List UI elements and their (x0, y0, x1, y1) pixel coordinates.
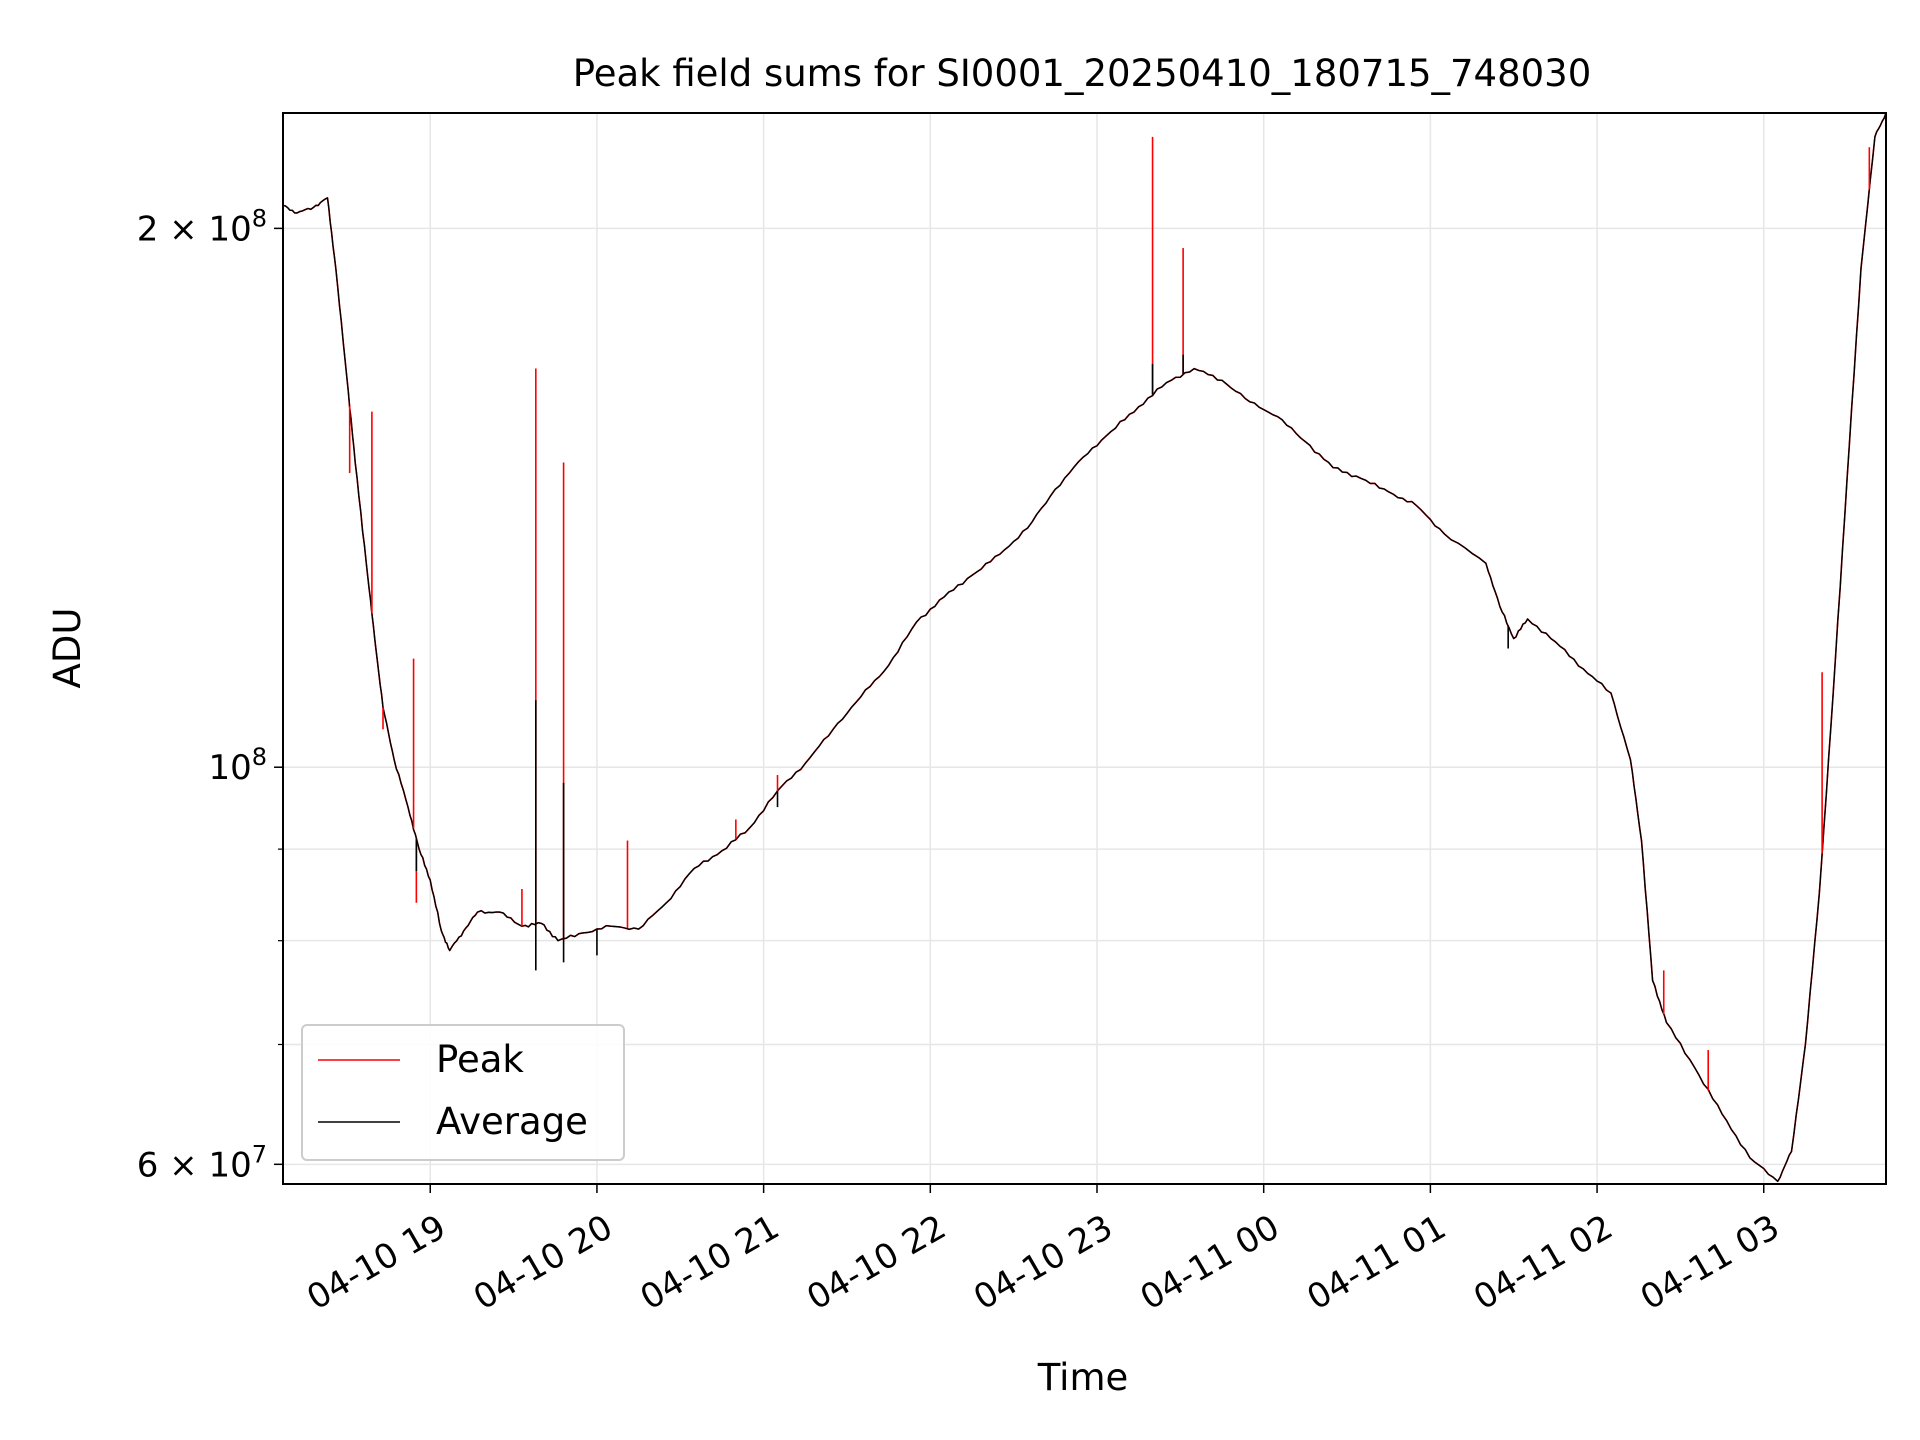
y-tick-label-base: 2 × 10 (137, 209, 252, 249)
legend-average-label: Average (436, 1100, 588, 1143)
y-tick-label-exponent: 8 (252, 204, 267, 232)
y-tick-label-base: 6 × 10 (137, 1145, 252, 1185)
average-series-line (283, 113, 1886, 1182)
y-tick-label-exponent: 8 (252, 743, 267, 771)
legend-peak-label: Peak (436, 1038, 524, 1081)
y-tick-label-exponent: 7 (252, 1140, 267, 1168)
y-axis-label: ADU (46, 608, 89, 689)
axes-frame (282, 112, 1887, 1185)
grid-lines (283, 113, 1886, 1184)
y-tick-label: 2 × 108 (137, 204, 267, 249)
legend: Peak Average (301, 1024, 625, 1161)
y-tick-label: 108 (208, 743, 267, 788)
y-tick-label-base: 10 (208, 748, 251, 788)
plot-area (283, 113, 1886, 1183)
legend-box (301, 1024, 625, 1161)
x-axis-label: Time (1037, 1356, 1129, 1399)
y-tick-label: 6 × 107 (137, 1140, 267, 1185)
chart-title: Peak field sums for SI0001_20250410_1807… (573, 52, 1592, 95)
